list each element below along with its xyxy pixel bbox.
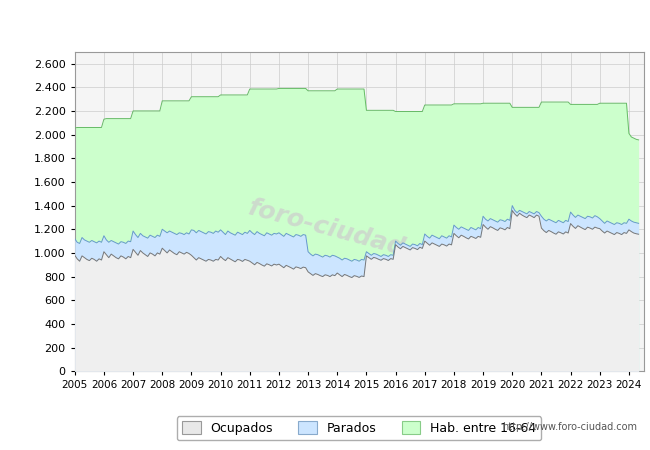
- Text: http://www.foro-ciudad.com: http://www.foro-ciudad.com: [502, 422, 637, 432]
- Legend: Ocupados, Parados, Hab. entre 16-64: Ocupados, Parados, Hab. entre 16-64: [177, 416, 541, 440]
- Text: foro-ciudad.com: foro-ciudad.com: [245, 196, 473, 278]
- Text: Mojados - Evolucion de la poblacion en edad de Trabajar Mayo de 2024: Mojados - Evolucion de la poblacion en e…: [88, 17, 562, 30]
